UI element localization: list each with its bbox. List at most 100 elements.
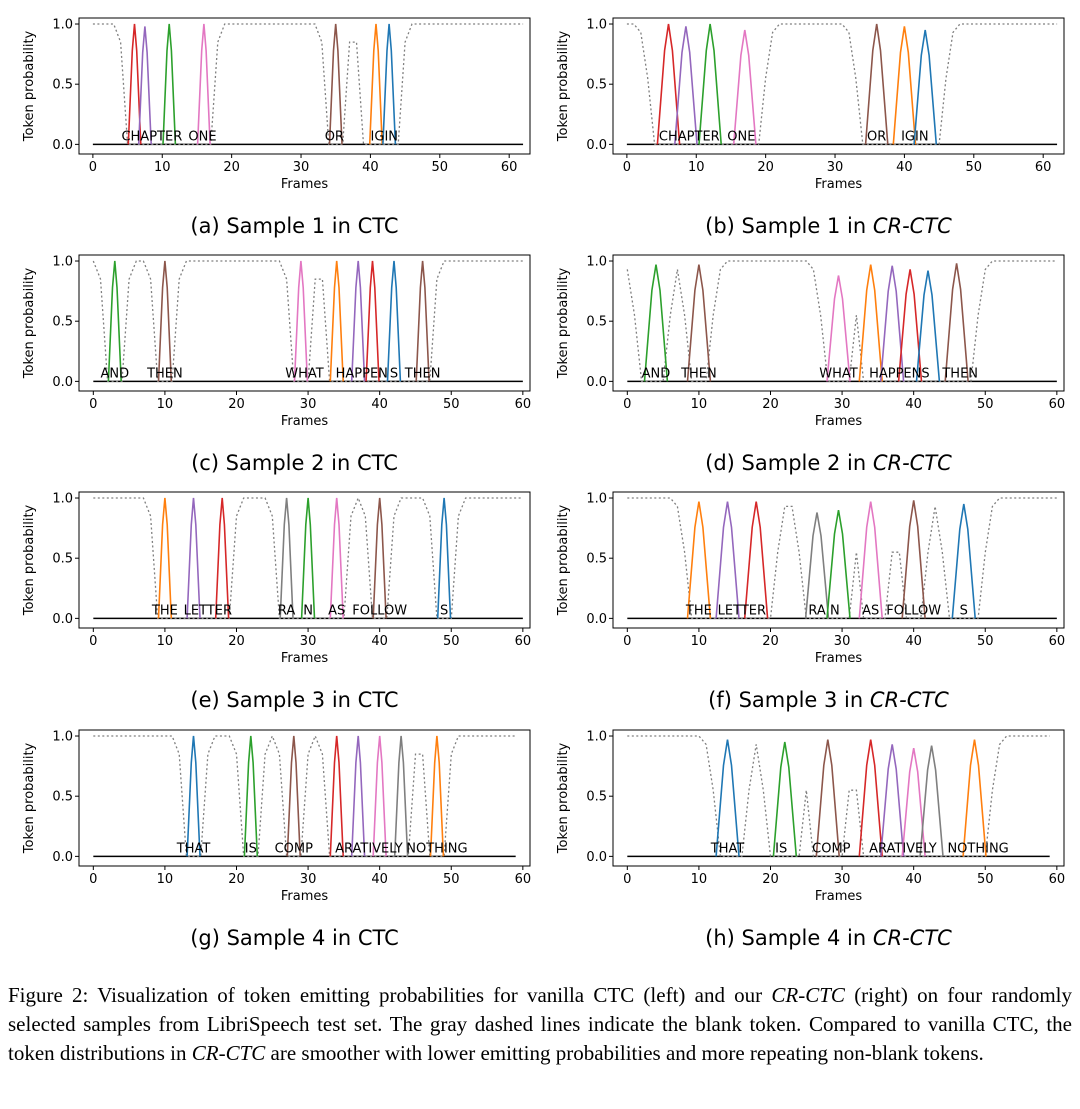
x-tick-label-2: 20 (762, 634, 779, 649)
y-tick-label-2: 1.0 (586, 730, 607, 745)
blank-token-line (92, 23, 524, 146)
token-line-0 (656, 23, 681, 145)
token-line-4 (879, 744, 905, 857)
axes-frame (612, 254, 1065, 392)
x-tick-label-2: 20 (762, 397, 779, 412)
x-tick-label-4: 40 (896, 160, 913, 175)
x-tick-label-4: 40 (905, 872, 922, 887)
subcaption-model: CR-CTC (873, 926, 952, 950)
token-line-4 (826, 509, 851, 619)
token-line-1 (686, 264, 712, 382)
blank-token-line (627, 497, 1057, 620)
y-tick-label-1: 0.5 (586, 78, 607, 93)
token-line-0 (186, 735, 201, 857)
token-label-0: AND (100, 366, 129, 381)
token-label-6: S (960, 603, 968, 618)
x-axis-label: Frames (815, 651, 863, 666)
x-axis-label: Frames (281, 889, 329, 904)
token-label-1: IS (775, 841, 787, 856)
token-line-3 (329, 735, 344, 857)
y-axis-label: Token probability (22, 504, 37, 616)
subcaption-d: (d) Sample 2 in CR-CTC (705, 451, 952, 475)
x-tick-label-1: 10 (157, 634, 174, 649)
y-axis-label: Token probability (22, 30, 37, 142)
subcaption-c: (c) Sample 2 in CTC (191, 451, 398, 475)
subcaption-a: (a) Sample 1 in CTC (190, 214, 398, 238)
token-label-3: ARATIVELY (869, 841, 937, 856)
token-label-4: S (390, 366, 398, 381)
token-line-7 (962, 739, 987, 857)
y-axis-label: Token probability (556, 504, 571, 616)
subcaption-model: CR-CTC (870, 688, 949, 712)
y-tick-label-1: 0.5 (586, 315, 607, 330)
token-line-1 (243, 735, 259, 857)
token-label-0: THAT (176, 841, 211, 856)
token-line-7 (951, 503, 976, 619)
subcaption-e: (e) Sample 3 in CTC (190, 688, 398, 712)
subcaption-prefix: (a) Sample 1 in (190, 214, 357, 238)
x-tick-label-5: 50 (443, 397, 460, 412)
token-label-2: RA (278, 603, 296, 618)
subcaption-prefix: (f) Sample 3 in (708, 688, 870, 712)
x-tick-label-3: 30 (834, 634, 851, 649)
y-tick-label-2: 1.0 (586, 18, 607, 33)
x-tick-label-2: 20 (762, 872, 779, 887)
x-tick-label-2: 20 (228, 634, 245, 649)
token-label-0: THE (151, 603, 178, 618)
x-tick-label-3: 30 (827, 160, 844, 175)
x-tick-label-0: 0 (623, 634, 631, 649)
x-axis-label: Frames (281, 177, 329, 192)
token-line-2 (286, 735, 301, 857)
x-tick-label-6: 60 (501, 160, 518, 175)
token-line-1 (157, 260, 173, 382)
token-label-4: NOTHING (947, 841, 1008, 856)
token-line-6 (382, 23, 397, 145)
token-line-2 (293, 260, 309, 382)
token-line-1 (715, 501, 740, 619)
token-label-4: AS (328, 603, 345, 618)
token-label-1: THEN (146, 366, 183, 381)
y-tick-label-0: 0.0 (52, 850, 73, 865)
x-tick-label-0: 0 (623, 160, 631, 175)
x-tick-label-0: 0 (623, 397, 631, 412)
x-tick-label-5: 50 (432, 160, 449, 175)
x-tick-label-1: 10 (691, 634, 708, 649)
token-line-6 (901, 500, 926, 619)
subcaption-g: (g) Sample 4 in CTC (190, 926, 399, 950)
x-tick-label-1: 10 (691, 397, 708, 412)
token-label-3: IGIN (371, 129, 398, 144)
figure-caption-model: CR-CTC (771, 983, 845, 1007)
y-tick-label-1: 0.5 (52, 552, 73, 567)
blank-token-line (626, 260, 1057, 383)
token-line-0 (715, 739, 740, 857)
token-label-6: S (440, 603, 448, 618)
token-label-5: FOLLOW (352, 603, 407, 618)
token-line-4 (350, 260, 366, 382)
token-label-2: COMP (812, 841, 851, 856)
subcaption-b: (b) Sample 1 in CR-CTC (705, 214, 952, 238)
y-tick-label-2: 1.0 (52, 255, 73, 270)
figure-caption-part2: (right) on four randomly selected sample… (8, 983, 1073, 1065)
chart-panel-g: THAT IS COMP ARATIVELY NOTHING 0 10 20 30 40 50 60 0… (22, 729, 531, 950)
y-tick-label-0: 0.0 (586, 612, 607, 627)
x-tick-label-5: 50 (977, 634, 994, 649)
token-line-1 (772, 741, 798, 857)
token-label-0: AND (642, 366, 671, 381)
token-line-0 (127, 23, 142, 145)
token-label-0: THAT (710, 841, 745, 856)
x-tick-label-3: 30 (834, 397, 851, 412)
token-label-2: OR (867, 129, 886, 144)
blank-token-line (93, 496, 523, 620)
x-tick-label-5: 50 (443, 634, 460, 649)
x-tick-label-0: 0 (89, 634, 97, 649)
y-tick-label-0: 0.0 (586, 850, 607, 865)
x-tick-label-6: 60 (1049, 634, 1066, 649)
token-label-2: OR (325, 129, 344, 144)
y-tick-label-0: 0.0 (586, 138, 607, 153)
token-label-1: ONE (727, 129, 755, 144)
token-line-2 (743, 501, 769, 619)
token-line-5 (897, 269, 923, 382)
x-tick-label-1: 10 (154, 160, 171, 175)
chart-panel-f: THE LETTER RA N AS FOLLOW S 0 10 20 30 40 50 60 0.0 0.5… (556, 491, 1066, 712)
token-label-3: N (303, 603, 313, 618)
